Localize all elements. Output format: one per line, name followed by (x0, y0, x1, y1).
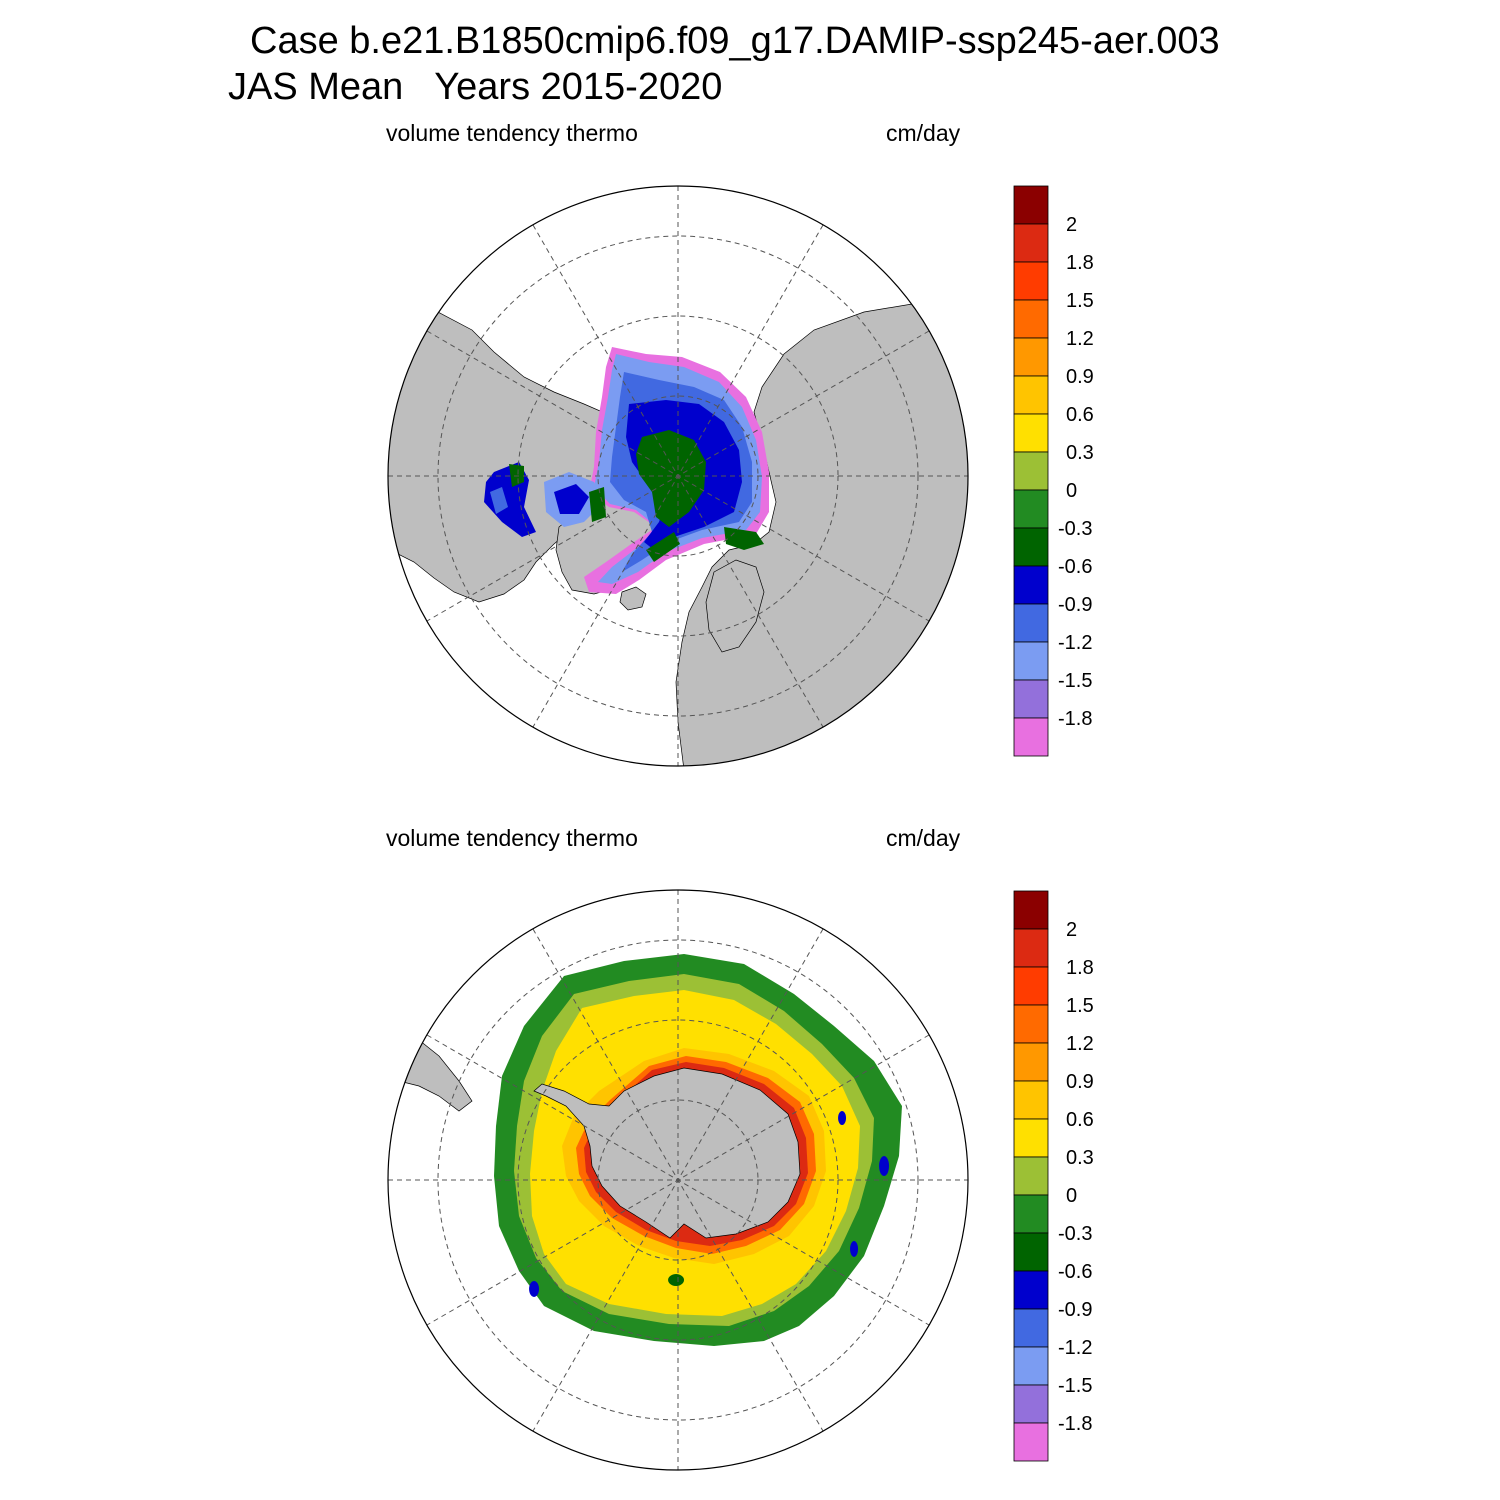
antarctica-land (533, 1067, 801, 1239)
north-colorbar-tick-label: 1.5 (1066, 290, 1094, 312)
north-colorbar-swatch (1013, 603, 1049, 643)
north-colorbar-tick-label: 0.3 (1066, 442, 1094, 464)
south-colorbar-tick-label: -1.8 (1058, 1413, 1092, 1435)
north-colorbar-tick-label: 1.8 (1066, 252, 1094, 274)
south-colorbar-tick-label: 0 (1066, 1185, 1077, 1207)
north-colorbar-tick-label: -0.3 (1058, 518, 1092, 540)
south-colorbar-tick-label: 1.5 (1066, 995, 1094, 1017)
north-colorbar-swatch (1013, 413, 1049, 453)
north-colorbar-tick-label: -1.8 (1058, 708, 1092, 730)
antarctic-blue-spot-2 (879, 1156, 890, 1176)
north-colorbar-tick-label: 0.9 (1066, 366, 1094, 388)
south-colorbar: 2 1.8 1.5 1.2 0.9 0.6 0.3 0 -0.3 -0.6 -0.9 -1.2 -1.5… (1013, 890, 1094, 1462)
antarctic-graticule (388, 890, 968, 1470)
caa-ice-inner (554, 484, 589, 514)
north-colorbar-swatch (1013, 299, 1049, 339)
antarctic-map-border (387, 889, 969, 1471)
south-colorbar-swatch (1013, 1232, 1049, 1272)
south-colorbar-swatch (1013, 1308, 1049, 1348)
north-colorbar-tick-label: 0.6 (1066, 404, 1094, 426)
antarctic-blue-spot-4 (838, 1111, 847, 1125)
south-colorbar-tick-label: -1.2 (1058, 1337, 1092, 1359)
baffin-bay-green (589, 487, 606, 522)
north-colorbar-swatch (1013, 527, 1049, 567)
south-colorbar-swatch (1013, 1042, 1049, 1082)
eurasia-land (675, 291, 968, 766)
south-colorbar-tick-label: -0.3 (1058, 1223, 1092, 1245)
north-colorbar-swatch (1013, 679, 1049, 719)
north-variable-label: volume tendency thermo (386, 120, 638, 146)
north-colorbar-tick-label: 2 (1066, 214, 1077, 236)
north-colorbar-swatch (1013, 565, 1049, 605)
south-colorbar-swatch (1013, 928, 1049, 968)
south-colorbar-tick-label: 1.2 (1066, 1033, 1094, 1055)
north-colorbar-tick-label: 1.2 (1066, 328, 1094, 350)
arctic-map-border (387, 185, 969, 767)
arctic-polar-map (387, 185, 969, 767)
north-colorbar-swatch (1013, 375, 1049, 415)
antarctic-green-spot (668, 1274, 685, 1286)
south-colorbar-swatch (1013, 1194, 1049, 1234)
figure-title-period: JAS Mean Years 2015-2020 (228, 66, 723, 108)
north-colorbar-tick-label: -0.9 (1058, 594, 1092, 616)
south-colorbar-swatch (1013, 1118, 1049, 1158)
south-colorbar-tick-label: -1.5 (1058, 1375, 1092, 1397)
antarctic-polar-map (387, 889, 969, 1471)
south-colorbar-tick-label: -0.6 (1058, 1261, 1092, 1283)
north-colorbar-tick-label: -1.2 (1058, 632, 1092, 654)
south-colorbar-tick-label: -0.9 (1058, 1299, 1092, 1321)
north-units-label: cm/day (886, 120, 961, 146)
south-variable-label: volume tendency thermo (386, 825, 638, 851)
north-colorbar-swatch (1013, 641, 1049, 681)
north-colorbar-swatch (1013, 717, 1049, 757)
north-colorbar-swatch (1013, 223, 1049, 263)
south-colorbar-swatch (1013, 966, 1049, 1006)
north-colorbar: 2 1.8 1.5 1.2 0.9 0.6 0.3 0 -0.3 -0.6 -0.9 -1.2 -1.5… (1013, 185, 1094, 757)
south-colorbar-swatch (1013, 1270, 1049, 1310)
hudson-bay-ice-edge (490, 487, 508, 514)
south-colorbar-tick-label: 0.9 (1066, 1071, 1094, 1093)
svalbard-land (619, 586, 647, 611)
south-colorbar-swatch (1013, 890, 1049, 930)
north-colorbar-tick-label: -0.6 (1058, 556, 1092, 578)
south-units-label: cm/day (886, 825, 961, 851)
north-colorbar-swatch (1013, 451, 1049, 491)
north-colorbar-tick-label: 0 (1066, 480, 1077, 502)
north-colorbar-swatch (1013, 489, 1049, 529)
south-colorbar-swatch (1013, 1156, 1049, 1196)
south-colorbar-tick-label: 2 (1066, 919, 1077, 941)
north-colorbar-swatch (1013, 185, 1049, 225)
antarctic-blue-spot-1 (529, 1281, 540, 1297)
south-colorbar-tick-label: 1.8 (1066, 957, 1094, 979)
antarctic-blue-spot-3 (850, 1241, 859, 1257)
south-colorbar-tick-label: 0.3 (1066, 1147, 1094, 1169)
chukchi-green (646, 532, 680, 562)
north-colorbar-swatch (1013, 337, 1049, 377)
scandinavia-land (705, 559, 765, 653)
south-colorbar-swatch (1013, 1422, 1049, 1462)
arctic-graticule (388, 186, 968, 766)
south-colorbar-swatch (1013, 1346, 1049, 1386)
north-colorbar-swatch (1013, 261, 1049, 301)
north-colorbar-tick-label: -1.5 (1058, 670, 1092, 692)
south-colorbar-swatch (1013, 1384, 1049, 1424)
south-colorbar-tick-label: 0.6 (1066, 1109, 1094, 1131)
arctic-ice-central-green (636, 430, 706, 527)
figure-title-case: Case b.e21.B1850cmip6.f09_g17.DAMIP-ssp2… (250, 20, 1220, 62)
south-colorbar-swatch (1013, 1080, 1049, 1120)
south-colorbar-swatch (1013, 1004, 1049, 1044)
